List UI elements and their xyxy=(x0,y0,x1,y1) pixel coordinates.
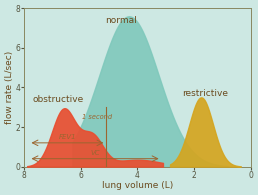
Text: VC: VC xyxy=(90,150,100,156)
Y-axis label: flow rate (L/sec): flow rate (L/sec) xyxy=(5,51,14,124)
X-axis label: lung volume (L): lung volume (L) xyxy=(102,181,173,190)
Text: obstructive: obstructive xyxy=(33,95,84,104)
Text: FEV1: FEV1 xyxy=(59,134,76,140)
Text: 1 second: 1 second xyxy=(82,114,112,120)
Text: restrictive: restrictive xyxy=(182,89,228,98)
Text: normal: normal xyxy=(105,16,136,25)
